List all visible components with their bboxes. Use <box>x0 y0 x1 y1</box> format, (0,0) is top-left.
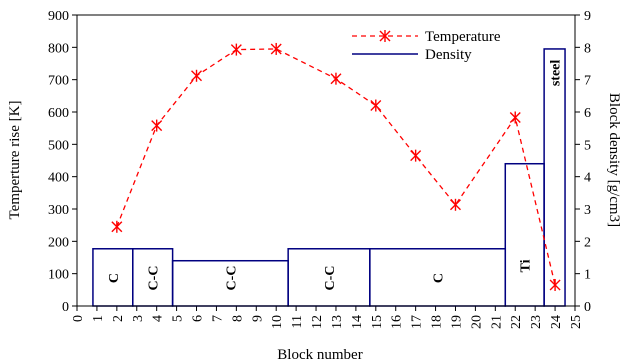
x-tick-label: 1 <box>91 315 106 322</box>
temperature-point <box>111 220 123 233</box>
temperature-point <box>230 43 242 56</box>
legend: Temperature Density <box>352 29 501 63</box>
density-block-label: steel <box>549 60 564 87</box>
temperature-point <box>509 111 521 124</box>
y-right-axis-label: Block density [g/cm3] <box>606 93 622 227</box>
temperature-point <box>449 198 461 211</box>
x-tick-label: 12 <box>310 315 325 329</box>
y-right-tick-label: 3 <box>584 203 591 218</box>
y-left-tick-label: 300 <box>48 203 69 218</box>
x-tick-label: 20 <box>469 315 484 329</box>
temperature-point <box>330 72 342 85</box>
y-right-tick-labels: 0 1 2 3 4 5 6 7 8 9 <box>575 9 591 315</box>
temperature-point <box>370 99 382 112</box>
x-tick-label: 24 <box>549 315 564 329</box>
y-left-tick-label: 800 <box>48 41 69 56</box>
x-tick-label: 18 <box>430 315 445 329</box>
x-tick-label: 23 <box>529 315 544 329</box>
x-tick-label: 15 <box>370 315 385 329</box>
density-block-label: C <box>432 273 447 283</box>
x-tick-label: 25 <box>569 315 584 329</box>
density-block-label: Ti <box>519 259 534 272</box>
y-right-tick-label: 0 <box>584 300 591 315</box>
density-block-label: C-C <box>147 266 162 291</box>
temperature-point <box>549 278 561 291</box>
temperature-point <box>270 42 282 55</box>
y-right-tick-label: 4 <box>584 171 591 186</box>
temperature-series <box>111 42 561 291</box>
y-right-tick-label: 8 <box>584 41 591 56</box>
temperature-point <box>151 119 163 132</box>
x-tick-label: 2 <box>111 315 126 322</box>
x-tick-label: 19 <box>449 315 464 329</box>
x-tick-label: 9 <box>250 315 265 322</box>
x-tick-label: 13 <box>330 315 345 329</box>
x-tick-label: 21 <box>489 315 504 329</box>
x-tick-label: 14 <box>350 315 365 329</box>
legend-temperature-marker <box>379 30 391 42</box>
density-block <box>543 48 566 307</box>
x-tick-label: 22 <box>509 315 524 329</box>
y-left-tick-label: 0 <box>62 300 69 315</box>
y-left-tick-label: 900 <box>48 9 69 24</box>
density-block-label: C <box>107 273 122 283</box>
x-tick-label: 4 <box>151 315 166 322</box>
temperature-point <box>191 69 203 82</box>
density-block <box>504 162 545 307</box>
x-tick-label: 0 <box>71 315 86 322</box>
x-tick-label: 16 <box>390 315 405 329</box>
y-right-tick-label: 2 <box>584 235 591 250</box>
x-axis-label: Block number <box>277 347 362 363</box>
y-right-tick-label: 1 <box>584 268 591 283</box>
x-tick-label: 8 <box>230 315 245 322</box>
density-blocks: C C-C C-C C-C C Ti steel <box>92 48 566 307</box>
y-right-tick-label: 7 <box>584 74 591 89</box>
x-tick-labels: 0 1 2 3 4 5 6 7 8 9 10 11 12 13 14 15 16 17 18 19 20 21 22 23 24… <box>71 306 584 329</box>
density-block-label: C-C <box>224 266 239 291</box>
legend-density-label: Density <box>425 47 472 63</box>
y-left-tick-label: 600 <box>48 106 69 121</box>
y-left-tick-labels: 0 100 200 300 400 500 600 700 800 900 <box>48 9 77 315</box>
y-left-tick-label: 700 <box>48 74 69 89</box>
y-left-tick-label: 400 <box>48 171 69 186</box>
y-right-tick-label: 5 <box>584 138 591 153</box>
y-right-tick-label: 6 <box>584 106 591 121</box>
plot-frame <box>76 14 576 307</box>
x-tick-label: 10 <box>270 315 285 329</box>
y-right-tick-label: 9 <box>584 9 591 24</box>
x-tick-label: 17 <box>410 315 425 329</box>
y-left-axis-label: Temperture rise [K] <box>7 101 23 220</box>
y-left-tick-label: 200 <box>48 235 69 250</box>
x-tick-label: 3 <box>131 315 146 322</box>
density-block-label: C-C <box>323 266 338 291</box>
x-tick-label: 5 <box>171 315 186 322</box>
temperature-point <box>410 149 422 162</box>
x-tick-label: 11 <box>290 315 305 328</box>
legend-temperature-label: Temperature <box>425 29 501 45</box>
y-left-tick-label: 100 <box>48 268 69 283</box>
x-tick-label: 7 <box>210 315 225 322</box>
x-tick-label: 6 <box>191 315 206 322</box>
y-left-tick-label: 500 <box>48 138 69 153</box>
